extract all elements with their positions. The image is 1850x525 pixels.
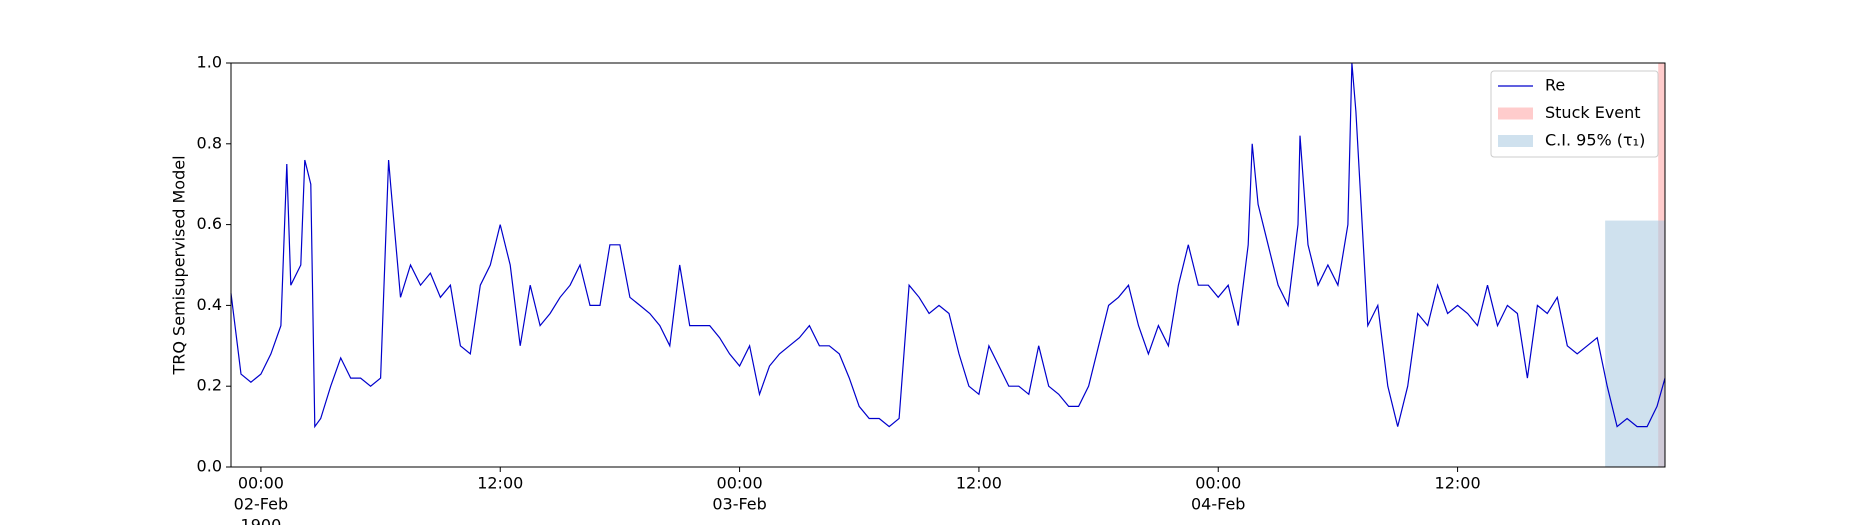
y-tick-label: 0.2 xyxy=(197,376,222,395)
shaded-span xyxy=(1605,220,1665,467)
y-tick-label: 0.4 xyxy=(197,295,222,314)
legend-label: Re xyxy=(1545,76,1565,95)
x-tick-label: 1900 xyxy=(241,516,282,525)
x-tick-label: 02-Feb xyxy=(234,495,288,514)
x-tick-label: 00:00 xyxy=(717,474,763,493)
legend-label: Stuck Event xyxy=(1545,103,1641,122)
legend-patch xyxy=(1498,135,1533,147)
x-tick-label: 12:00 xyxy=(1435,474,1481,493)
legend-label: C.I. 95% (τ₁) xyxy=(1545,131,1645,150)
y-axis-label: TRQ Semisupervised Model xyxy=(170,155,189,375)
x-tick-label: 00:00 xyxy=(1195,474,1241,493)
y-tick-label: 0.8 xyxy=(197,133,222,152)
data-line xyxy=(230,62,1666,429)
legend-patch xyxy=(1498,107,1533,120)
y-tick-label: 0.0 xyxy=(197,457,222,476)
x-tick-label: 03-Feb xyxy=(712,495,766,514)
y-tick-label: 1.0 xyxy=(197,53,222,72)
x-tick-label: 12:00 xyxy=(477,474,523,493)
x-tick-label: 00:00 xyxy=(238,474,284,493)
y-tick-label: 0.6 xyxy=(197,214,222,233)
x-tick-label: 04-Feb xyxy=(1191,495,1245,514)
x-tick-label: 12:00 xyxy=(956,474,1002,493)
plot-frame xyxy=(230,62,1666,468)
